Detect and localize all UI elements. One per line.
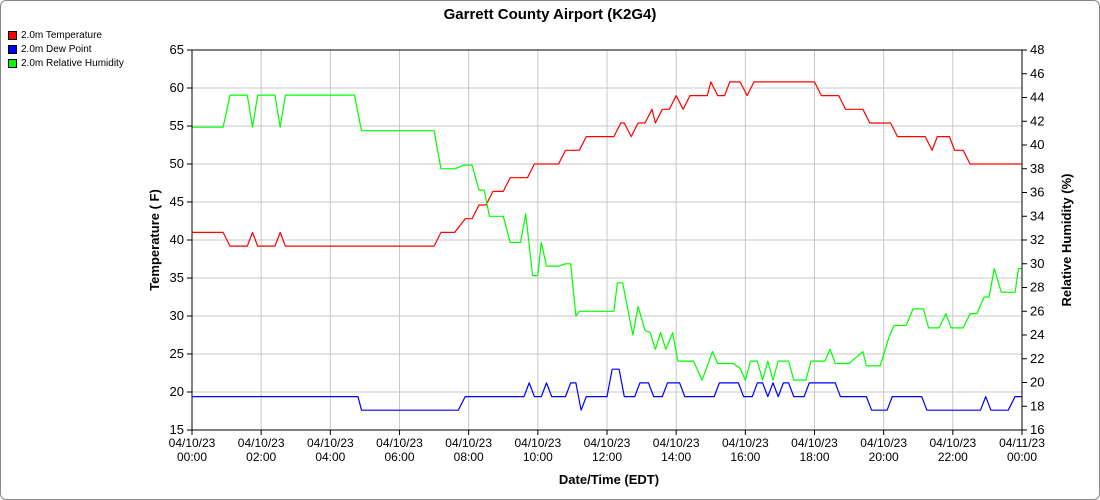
y-tick-label-right: 34 (1030, 208, 1044, 223)
y-tick-label-left: 45 (170, 194, 184, 209)
y-tick-label-right: 46 (1030, 66, 1044, 81)
y-tick-label-left: 30 (170, 308, 184, 323)
y-tick-label-left: 20 (170, 384, 184, 399)
y-tick-label-left: 50 (170, 156, 184, 171)
y-tick-label-right: 18 (1030, 398, 1044, 413)
y-tick-label-left: 60 (170, 80, 184, 95)
series-line-humidity (192, 94, 1022, 381)
y-axis-label-right: Relative Humidity (%) (1059, 174, 1074, 307)
x-tick-label-time: 20:00 (869, 450, 899, 464)
y-tick-label-right: 38 (1030, 161, 1044, 176)
x-axis-label: Date/Time (EDT) (559, 472, 659, 487)
y-tick-label-right: 24 (1030, 327, 1044, 342)
y-tick-label-right: 36 (1030, 185, 1044, 200)
x-tick-label-time: 12:00 (592, 450, 622, 464)
y-tick-label-left: 40 (170, 232, 184, 247)
x-tick-label-time: 08:00 (454, 450, 484, 464)
x-tick-label-time: 22:00 (938, 450, 968, 464)
legend-swatch-temperature (8, 30, 17, 40)
y-tick-label-right: 44 (1030, 90, 1044, 105)
x-tick-label-date: 04/10/23 (445, 436, 492, 450)
x-tick-label-time: 18:00 (799, 450, 829, 464)
x-tick-label-time: 00:00 (177, 450, 207, 464)
x-tick-label-date: 04/10/23 (169, 436, 216, 450)
y-tick-label-left: 65 (170, 42, 184, 57)
x-tick-label-time: 14:00 (661, 450, 691, 464)
axes: 04/10/2300:0004/10/2302:0004/10/2304:000… (169, 42, 1046, 464)
legend: 2.0m Temperature 2.0m Dew Point 2.0m Rel… (8, 28, 124, 70)
x-tick-label-date: 04/10/23 (791, 436, 838, 450)
y-tick-label-right: 22 (1030, 351, 1044, 366)
legend-label-humidity: 2.0m Relative Humidity (21, 57, 124, 69)
y-tick-label-right: 16 (1030, 422, 1044, 437)
legend-swatch-dew-point (8, 44, 17, 54)
legend-item-dew-point: 2.0m Dew Point (8, 42, 124, 56)
series-line-dew-point (192, 368, 1022, 411)
x-tick-label-date: 04/10/23 (584, 436, 631, 450)
x-tick-label-time: 04:00 (315, 450, 345, 464)
y-tick-label-right: 42 (1030, 113, 1044, 128)
legend-label-temperature: 2.0m Temperature (21, 29, 102, 41)
y-tick-label-left: 25 (170, 346, 184, 361)
series-lines (192, 81, 1022, 411)
x-tick-label-time: 02:00 (246, 450, 276, 464)
grid (191, 49, 1023, 431)
x-tick-label-time: 06:00 (384, 450, 414, 464)
y-tick-label-right: 20 (1030, 375, 1044, 390)
x-tick-label-date: 04/10/23 (860, 436, 907, 450)
legend-item-humidity: 2.0m Relative Humidity (8, 56, 124, 70)
y-tick-label-right: 48 (1030, 42, 1044, 57)
x-tick-label-date: 04/10/23 (653, 436, 700, 450)
x-tick-label-time: 10:00 (523, 450, 553, 464)
y-tick-label-right: 30 (1030, 256, 1044, 271)
y-tick-label-right: 28 (1030, 280, 1044, 295)
x-tick-label-date: 04/10/23 (307, 436, 354, 450)
x-tick-label-date: 04/11/23 (999, 436, 1045, 450)
y-axis-label-left: Temperature ( F) (147, 189, 162, 291)
y-tick-label-left: 55 (170, 118, 184, 133)
legend-item-temperature: 2.0m Temperature (8, 28, 124, 42)
x-tick-label-date: 04/10/23 (929, 436, 976, 450)
y-tick-label-right: 32 (1030, 232, 1044, 247)
legend-swatch-humidity (8, 58, 17, 68)
x-tick-label-date: 04/10/23 (722, 436, 769, 450)
y-tick-label-right: 40 (1030, 137, 1044, 152)
y-tick-label-left: 35 (170, 270, 184, 285)
x-tick-label-time: 16:00 (730, 450, 760, 464)
legend-label-dew-point: 2.0m Dew Point (21, 43, 92, 55)
x-tick-label-date: 04/10/23 (238, 436, 285, 450)
x-tick-label-date: 04/10/23 (514, 436, 561, 450)
chart-title: Garrett County Airport (K2G4) (444, 6, 657, 23)
series-line-temperature (192, 81, 1022, 247)
x-tick-label-date: 04/10/23 (376, 436, 423, 450)
x-tick-label-time: 00:00 (1007, 450, 1037, 464)
y-tick-label-right: 26 (1030, 303, 1044, 318)
y-tick-label-left: 15 (170, 422, 184, 437)
